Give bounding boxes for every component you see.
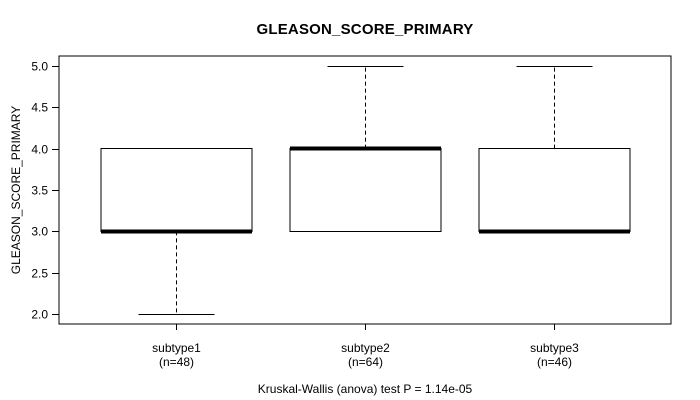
y-tick-label: 3.5 xyxy=(31,184,48,198)
y-tick-label: 3.0 xyxy=(31,225,48,239)
y-tick-label: 2.0 xyxy=(31,308,48,322)
y-tick-label: 4.0 xyxy=(31,143,48,157)
chart-title: GLEASON_SCORE_PRIMARY xyxy=(256,21,474,38)
x-group-count-label: (n=64) xyxy=(348,355,383,369)
stat-test-caption: Kruskal-Wallis (anova) test P = 1.14e-05 xyxy=(257,382,473,396)
y-tick-label: 4.5 xyxy=(31,101,48,115)
x-group-label: subtype1 xyxy=(152,341,201,355)
box-subtype3 xyxy=(478,148,631,232)
x-group-count-label: (n=46) xyxy=(537,355,572,369)
y-tick-label: 5.0 xyxy=(31,60,48,74)
x-group-label: subtype3 xyxy=(530,341,579,355)
box-subtype2 xyxy=(289,148,442,232)
x-group-count-label: (n=48) xyxy=(159,355,194,369)
box-subtype1 xyxy=(100,148,253,232)
x-group-label: subtype2 xyxy=(341,341,390,355)
y-tick-label: 2.5 xyxy=(31,267,48,281)
